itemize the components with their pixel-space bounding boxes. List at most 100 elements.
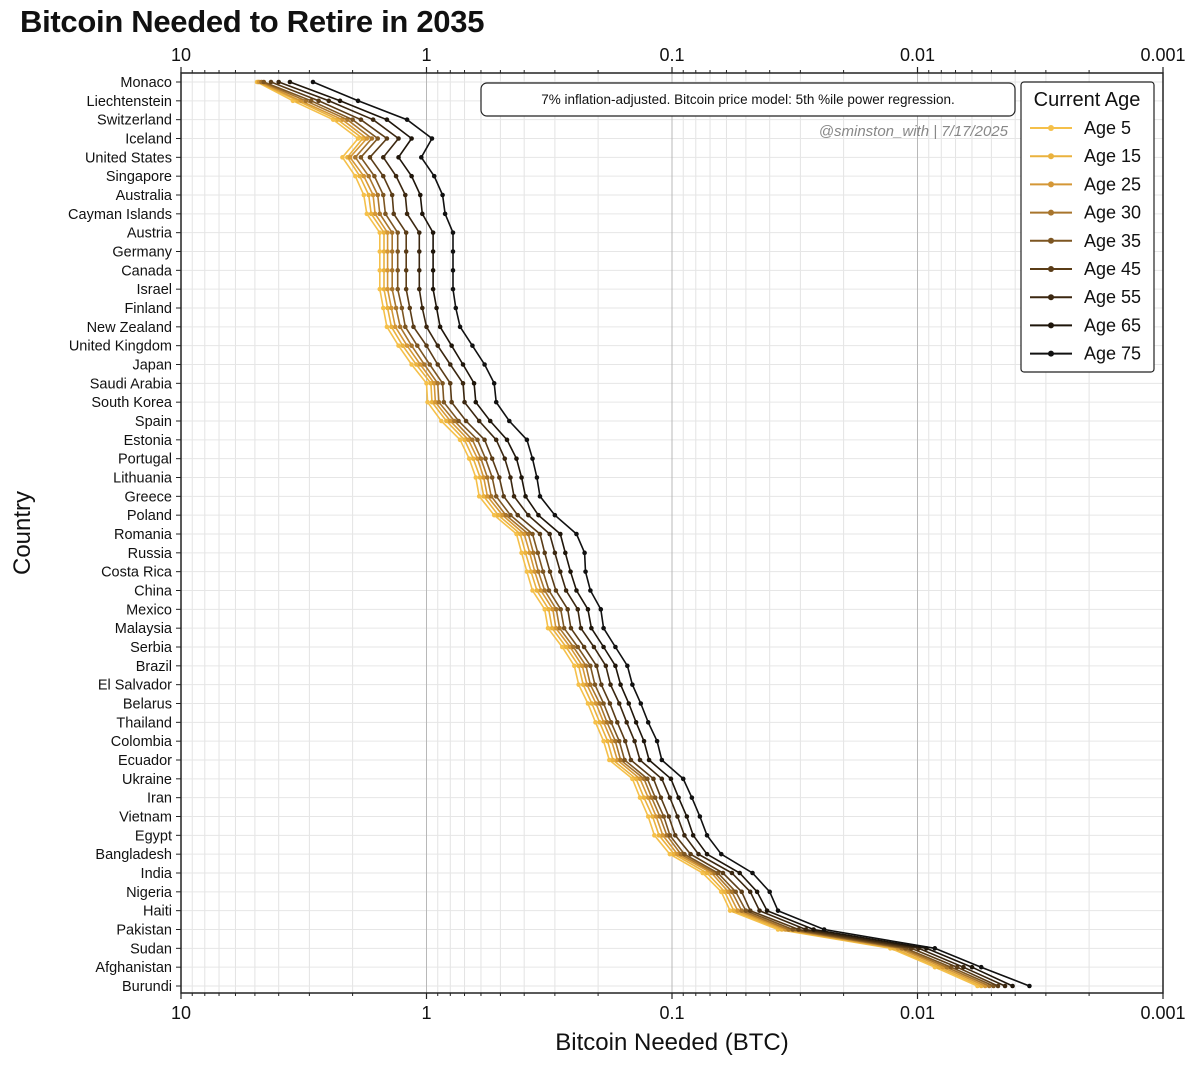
data-point	[433, 399, 438, 405]
data-point	[599, 682, 604, 687]
data-point	[546, 607, 551, 612]
data-point	[727, 908, 733, 913]
data-point	[476, 418, 482, 424]
data-point	[377, 268, 383, 273]
data-point	[582, 550, 587, 556]
series-layer	[254, 79, 1032, 989]
data-point	[489, 475, 495, 480]
y-tick-label: Romania	[114, 527, 173, 543]
data-point	[558, 531, 563, 537]
legend-label: Age 65	[1084, 315, 1141, 335]
data-point	[347, 155, 353, 160]
data-point	[358, 155, 364, 160]
data-point	[641, 795, 647, 800]
data-point	[488, 494, 494, 499]
data-point	[528, 569, 534, 574]
data-point	[754, 889, 760, 895]
y-tick-label: Greece	[124, 489, 172, 505]
legend-item: Age 65	[1030, 315, 1141, 335]
data-point	[366, 173, 371, 179]
y-tick-label: Iran	[147, 791, 172, 807]
legend-label: Age 35	[1084, 231, 1141, 251]
data-point	[630, 682, 635, 687]
data-point	[402, 324, 408, 330]
data-point	[503, 512, 509, 518]
data-point	[589, 625, 594, 631]
data-point	[565, 607, 570, 612]
data-point	[355, 136, 361, 141]
data-point	[530, 531, 535, 537]
data-point	[704, 833, 710, 838]
data-point	[961, 964, 966, 970]
data-point	[597, 701, 603, 706]
data-point	[571, 644, 576, 650]
data-point	[553, 625, 559, 631]
data-point	[731, 908, 737, 913]
data-point	[747, 889, 753, 895]
y-tick-label: Sudan	[130, 941, 172, 957]
data-point	[384, 136, 390, 141]
legend-item: Age 30	[1030, 203, 1141, 223]
data-point	[514, 456, 519, 461]
data-point	[424, 324, 429, 330]
data-point	[495, 512, 501, 518]
data-point	[460, 362, 466, 367]
data-point	[718, 851, 724, 857]
data-point	[558, 607, 564, 612]
data-point	[403, 286, 409, 292]
data-point	[739, 908, 745, 913]
data-point	[704, 851, 710, 857]
legend-item: Age 55	[1030, 287, 1141, 307]
data-point	[377, 211, 383, 217]
data-point	[389, 305, 394, 311]
data-point	[478, 456, 484, 461]
data-point	[440, 192, 445, 198]
data-point	[456, 418, 461, 424]
data-point	[607, 701, 613, 706]
data-point	[524, 437, 530, 443]
data-point	[393, 305, 399, 311]
legend-items: Age 5 Age 15 Age 25 Age 30 Age 35 Age 45 Age 5…	[1030, 118, 1141, 364]
data-point	[460, 381, 466, 386]
chart-title: Bitcoin Needed to Retire in 2035	[20, 4, 485, 39]
data-point	[402, 192, 408, 198]
data-point	[497, 475, 502, 480]
data-point	[447, 418, 453, 424]
y-tick-label: Canada	[121, 263, 173, 279]
data-point	[605, 738, 610, 744]
data-point	[358, 117, 364, 122]
data-point	[457, 324, 463, 330]
data-point	[684, 814, 690, 819]
data-point	[470, 343, 475, 348]
data-point	[658, 795, 664, 800]
data-point	[678, 851, 684, 857]
y-tick-label: South Korea	[91, 395, 173, 411]
data-point	[568, 569, 573, 574]
data-point	[535, 550, 541, 556]
data-point	[536, 569, 541, 574]
x-axis-label: Bitcoin Needed (BTC)	[555, 1029, 788, 1056]
data-point	[667, 833, 673, 838]
data-point	[514, 531, 519, 537]
data-point	[391, 211, 397, 217]
data-point	[364, 136, 370, 141]
data-point	[517, 531, 523, 537]
data-point	[651, 776, 656, 782]
category-labels: Monaco Liechtenstein Switzerland Iceland Uni…	[68, 75, 181, 995]
y-tick-label: Afghanistan	[95, 960, 172, 976]
y-tick-label: Malaysia	[115, 621, 173, 637]
y-tick-label: Haiti	[143, 904, 172, 920]
data-point	[380, 305, 386, 311]
data-point	[430, 230, 436, 235]
legend-item: Age 5	[1030, 118, 1131, 138]
data-point	[276, 79, 281, 85]
data-point	[435, 362, 441, 367]
y-tick-label: Monaco	[120, 75, 172, 91]
y-tick-label: Poland	[127, 508, 172, 524]
data-point	[409, 362, 414, 367]
data-point	[372, 173, 377, 179]
data-point	[525, 531, 531, 537]
data-point	[506, 418, 512, 424]
data-point	[553, 607, 559, 612]
